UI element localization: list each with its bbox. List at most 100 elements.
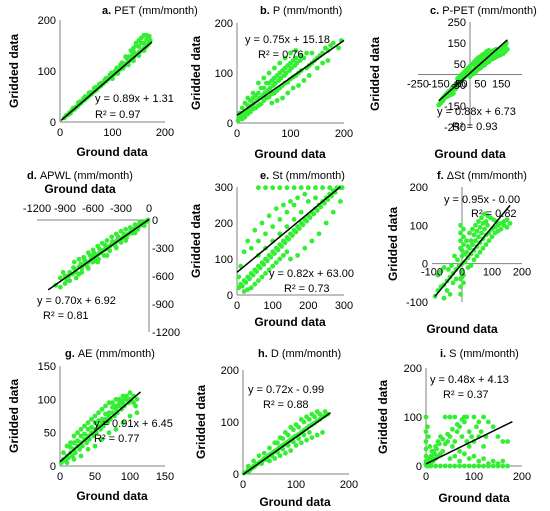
data-point bbox=[457, 448, 462, 454]
x-tick-label: 0 bbox=[234, 128, 240, 140]
data-point bbox=[293, 229, 299, 235]
data-point bbox=[85, 264, 90, 270]
data-point bbox=[304, 437, 309, 443]
data-point bbox=[79, 269, 85, 275]
panel-title-text: APWL (mm/month) bbox=[40, 170, 133, 182]
data-point bbox=[248, 245, 254, 251]
data-point bbox=[450, 444, 455, 449]
data-point bbox=[127, 390, 133, 396]
data-point bbox=[293, 443, 299, 448]
x-tick-label: 0 bbox=[57, 471, 63, 483]
data-point bbox=[284, 209, 290, 215]
panel-title: c. P-PET (mm/month) bbox=[430, 5, 537, 17]
data-point bbox=[500, 458, 506, 464]
data-point bbox=[322, 409, 328, 414]
y-axis-label: Gridded data bbox=[189, 204, 203, 278]
data-point bbox=[447, 463, 453, 469]
data-point bbox=[280, 436, 286, 441]
data-point bbox=[123, 226, 129, 232]
y-axis-label: Gridded data bbox=[7, 379, 21, 453]
data-point bbox=[495, 461, 501, 466]
data-point bbox=[459, 434, 465, 439]
data-point bbox=[470, 242, 475, 247]
x-tick-label: 0 bbox=[146, 203, 152, 215]
data-point bbox=[309, 50, 315, 56]
data-point bbox=[275, 247, 281, 253]
data-point bbox=[461, 242, 466, 247]
data-point bbox=[500, 463, 506, 469]
r-squared-label: R² = 0.82 bbox=[471, 208, 517, 220]
trend-line bbox=[59, 391, 141, 463]
data-point bbox=[459, 247, 465, 253]
panel-title: a. PET (mm/month) bbox=[102, 5, 198, 17]
data-point bbox=[477, 224, 483, 230]
data-point bbox=[267, 445, 272, 451]
data-point bbox=[282, 55, 288, 61]
x-tick-label: 100 bbox=[103, 127, 121, 139]
data-point bbox=[109, 70, 114, 76]
data-point bbox=[504, 217, 510, 223]
data-point bbox=[423, 439, 429, 444]
data-point bbox=[330, 40, 336, 46]
data-point bbox=[101, 253, 107, 258]
data-point bbox=[99, 406, 105, 412]
data-point bbox=[466, 456, 472, 461]
x-tick-label: 50 bbox=[474, 79, 486, 91]
data-point bbox=[314, 208, 320, 213]
data-point bbox=[490, 458, 496, 464]
data-point bbox=[266, 70, 272, 76]
data-point bbox=[73, 275, 79, 281]
data-point bbox=[445, 439, 450, 444]
data-point bbox=[256, 238, 261, 244]
data-point bbox=[458, 222, 463, 228]
data-point bbox=[133, 403, 139, 409]
data-point bbox=[109, 234, 115, 240]
data-point bbox=[336, 45, 341, 51]
data-point bbox=[423, 453, 429, 459]
y-tick-label: 100 bbox=[404, 412, 422, 424]
y-tick-label: -300 bbox=[152, 243, 174, 255]
y-tick-label: -900 bbox=[152, 299, 174, 311]
data-point bbox=[259, 274, 265, 280]
data-point bbox=[85, 420, 91, 426]
data-point bbox=[314, 65, 320, 71]
scatter-panel-5: e. St (mm/month) 0 100 200 300 0 100 200 300 Grid… bbox=[189, 170, 354, 312]
data-point bbox=[458, 238, 463, 244]
x-tick-label: -150 bbox=[428, 79, 450, 91]
data-point bbox=[462, 251, 468, 257]
y-tick-label: -100 bbox=[406, 297, 428, 309]
data-point bbox=[312, 414, 317, 420]
data-point bbox=[481, 414, 486, 420]
data-point bbox=[263, 185, 268, 191]
data-point bbox=[481, 444, 486, 449]
y-tick-label: 200 bbox=[38, 15, 56, 27]
y-axis-label: Gridded data bbox=[376, 380, 390, 454]
data-point bbox=[115, 234, 121, 240]
data-point bbox=[485, 222, 490, 228]
trend-line bbox=[47, 218, 150, 291]
regression-equation: y = 0.75x + 15.18 bbox=[245, 34, 330, 46]
data-point bbox=[283, 450, 288, 456]
y-axis-label: Gridded data bbox=[189, 36, 203, 110]
y-tick-label: 0 bbox=[152, 215, 158, 227]
data-point bbox=[73, 450, 78, 456]
panel-title-text: S (mm/month) bbox=[449, 348, 519, 360]
x-tick-label: 0 bbox=[459, 267, 465, 279]
data-point bbox=[469, 434, 474, 439]
data-point bbox=[245, 238, 251, 244]
data-point bbox=[435, 272, 441, 278]
r-squared-label: R² = 0.93 bbox=[452, 121, 498, 133]
data-point bbox=[133, 40, 139, 46]
data-point bbox=[322, 200, 327, 206]
data-point bbox=[458, 291, 463, 297]
data-point bbox=[57, 275, 63, 281]
data-point bbox=[434, 446, 439, 452]
data-point bbox=[452, 439, 458, 444]
data-point bbox=[259, 220, 265, 226]
x-tick-label: 0 bbox=[234, 300, 240, 312]
data-point bbox=[440, 436, 446, 442]
data-point bbox=[313, 185, 318, 191]
data-point bbox=[251, 458, 256, 464]
data-point bbox=[124, 56, 130, 62]
data-point bbox=[482, 226, 487, 232]
